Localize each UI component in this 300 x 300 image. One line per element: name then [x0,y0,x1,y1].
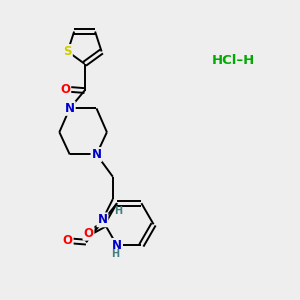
Text: N: N [98,213,107,226]
Text: H: H [112,249,120,259]
Text: HCl–H: HCl–H [212,54,255,67]
Text: O: O [83,227,94,240]
Text: N: N [92,148,101,161]
Text: O: O [63,234,73,247]
Text: N: N [65,102,75,115]
Text: O: O [60,82,70,96]
Text: N: N [112,239,122,252]
Text: S: S [63,45,72,58]
Text: H: H [114,206,122,217]
